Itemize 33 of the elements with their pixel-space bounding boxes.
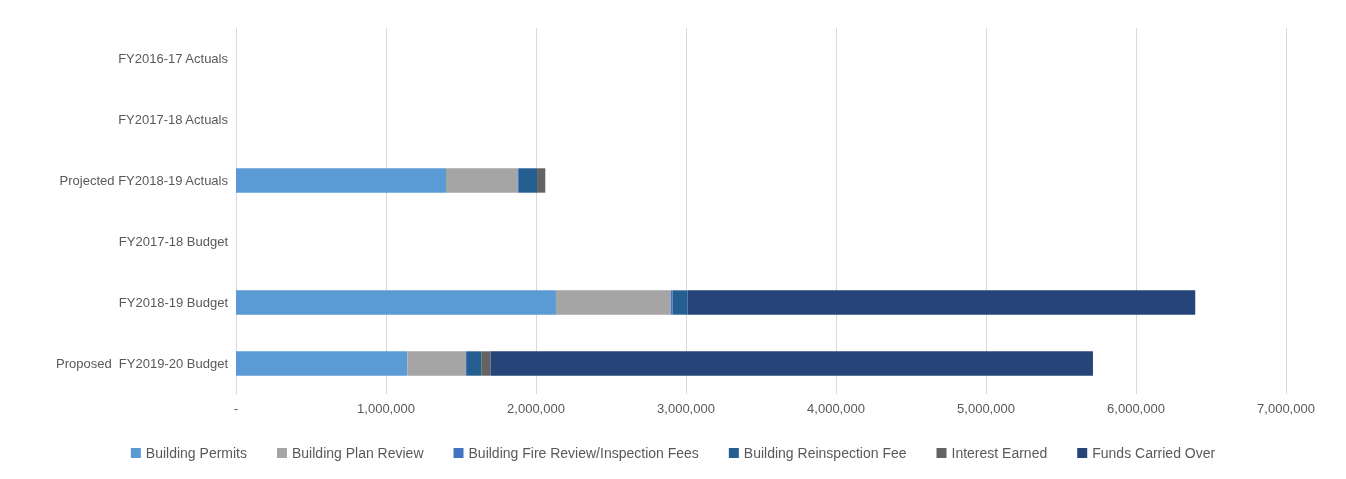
- y-tick-label: FY2017-18 Budget: [118, 234, 229, 249]
- bar: [481, 351, 491, 376]
- legend-label: Building Reinspection Fee: [743, 445, 907, 461]
- x-tick-label: 2,000,000: [507, 401, 565, 416]
- bar: [236, 168, 446, 193]
- bar: [537, 168, 546, 193]
- legend-label: Interest Earned: [951, 445, 1048, 461]
- bar: [672, 290, 688, 315]
- bar: [236, 351, 408, 376]
- x-tick-label: 1,000,000: [357, 401, 415, 416]
- legend-label: Building Permits: [145, 445, 247, 461]
- bar: [446, 168, 518, 193]
- x-tick-label: -: [233, 401, 239, 416]
- bar: [687, 290, 1196, 315]
- legend-label: Building Fire Review/Inspection Fees: [468, 445, 699, 461]
- bar: [236, 290, 556, 315]
- y-tick-label: FY2017-18 Actuals: [118, 112, 229, 127]
- x-tick-label: 6,000,000: [1107, 401, 1165, 416]
- bar: [518, 168, 538, 193]
- bar: [407, 351, 466, 376]
- bar: [555, 290, 671, 315]
- x-tick-label: 5,000,000: [957, 401, 1015, 416]
- x-tick-label: 4,000,000: [807, 401, 865, 416]
- legend-label: Building Plan Review: [292, 445, 425, 461]
- bar: [467, 351, 482, 376]
- y-tick-label: FY2016-17 Actuals: [118, 51, 229, 66]
- y-tick-label: FY2018-19 Budget: [118, 295, 229, 310]
- x-tick-label: 7,000,000: [1257, 401, 1315, 416]
- legend-label: Funds Carried Over: [1092, 445, 1216, 461]
- x-tick-label: 3,000,000: [657, 401, 715, 416]
- y-tick-label: Projected FY2018-19 Actuals: [59, 173, 229, 188]
- y-tick-label: Proposed FY2019-20 Budget: [55, 356, 229, 371]
- bar: [490, 351, 1093, 376]
